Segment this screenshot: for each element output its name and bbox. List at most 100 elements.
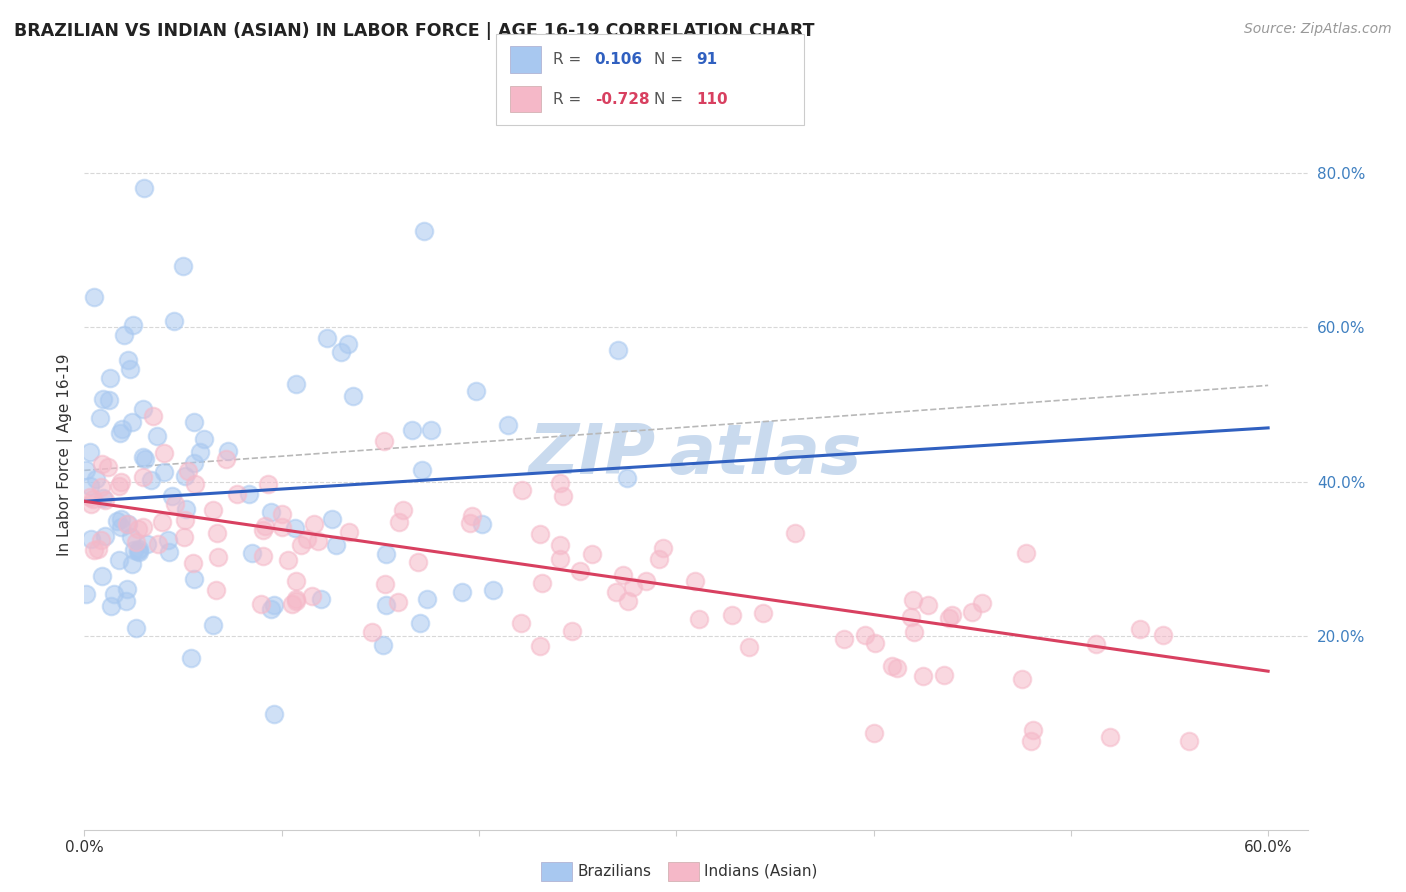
Point	[80, 497, 103, 511]
Point	[201, 618, 224, 632]
Point	[284, 377, 307, 392]
Point	[115, 582, 138, 596]
Point	[360, 624, 382, 639]
Point	[374, 598, 396, 612]
Point	[336, 337, 359, 351]
Point	[416, 592, 439, 607]
Point	[321, 511, 343, 525]
Point	[648, 552, 671, 566]
Point	[117, 353, 139, 368]
Point	[112, 328, 135, 343]
Text: Brazilians: Brazilians	[578, 864, 652, 879]
Point	[156, 533, 179, 548]
Point	[240, 545, 263, 559]
Point	[307, 534, 329, 549]
Point	[281, 597, 304, 611]
Text: R =: R =	[553, 53, 586, 67]
Point	[901, 593, 924, 607]
Point	[738, 640, 761, 655]
Point	[75, 463, 97, 477]
Point	[458, 516, 481, 530]
Point	[529, 527, 551, 541]
Point	[551, 489, 574, 503]
Point	[132, 402, 155, 417]
Point	[111, 422, 134, 436]
Point	[118, 362, 141, 376]
Text: 91: 91	[696, 53, 717, 67]
Point	[79, 533, 101, 547]
Point	[94, 529, 117, 543]
Point	[1085, 637, 1108, 651]
Point	[238, 487, 260, 501]
Point	[932, 668, 955, 682]
Point	[617, 594, 640, 608]
Point	[498, 418, 520, 433]
Point	[720, 608, 742, 623]
Point	[79, 479, 101, 493]
Point	[75, 587, 97, 601]
Point	[285, 592, 308, 607]
Point	[1015, 546, 1038, 560]
Point	[141, 474, 163, 488]
Point	[250, 597, 273, 611]
Point	[84, 472, 107, 486]
Point	[342, 390, 364, 404]
Point	[373, 638, 395, 652]
Point	[79, 445, 101, 459]
Point	[862, 726, 884, 740]
Point	[150, 515, 173, 529]
Point	[450, 584, 472, 599]
Text: N =: N =	[654, 92, 688, 106]
Point	[134, 452, 156, 467]
Point	[83, 542, 105, 557]
Point	[683, 574, 706, 588]
Point	[108, 479, 131, 493]
Point	[471, 516, 494, 531]
Point	[970, 596, 993, 610]
Point	[122, 542, 145, 557]
Point	[153, 446, 176, 460]
Point	[412, 224, 434, 238]
Point	[132, 450, 155, 464]
Point	[284, 574, 307, 588]
Point	[173, 513, 195, 527]
Point	[183, 415, 205, 429]
Point	[481, 583, 503, 598]
Point	[529, 639, 551, 653]
Text: 0.106: 0.106	[595, 53, 643, 67]
Point	[201, 503, 224, 517]
Point	[374, 547, 396, 561]
Point	[127, 522, 149, 536]
Point	[110, 512, 132, 526]
Text: 110: 110	[696, 92, 727, 106]
Point	[128, 541, 150, 556]
Text: N =: N =	[654, 53, 688, 67]
Point	[152, 465, 174, 479]
Point	[257, 476, 280, 491]
Point	[105, 515, 128, 529]
Text: -0.728: -0.728	[595, 92, 650, 106]
Text: BRAZILIAN VS INDIAN (ASIAN) IN LABOR FORCE | AGE 16-19 CORRELATION CHART: BRAZILIAN VS INDIAN (ASIAN) IN LABOR FOR…	[14, 22, 814, 40]
Point	[461, 509, 484, 524]
Point	[411, 463, 433, 477]
Point	[125, 535, 148, 549]
Point	[173, 469, 195, 483]
Point	[121, 557, 143, 571]
Point	[110, 475, 132, 489]
Point	[173, 530, 195, 544]
Point	[337, 525, 360, 540]
Point	[83, 289, 105, 303]
Point	[82, 491, 104, 506]
Point	[392, 502, 415, 516]
Point	[960, 605, 983, 619]
Point	[180, 651, 202, 665]
Point	[260, 505, 283, 519]
Point	[91, 392, 114, 406]
Point	[90, 533, 112, 548]
Point	[938, 610, 960, 624]
Point	[941, 608, 963, 623]
Point	[132, 181, 155, 195]
Point	[207, 549, 229, 564]
Point	[1152, 628, 1174, 642]
Text: Source: ZipAtlas.com: Source: ZipAtlas.com	[1244, 22, 1392, 37]
